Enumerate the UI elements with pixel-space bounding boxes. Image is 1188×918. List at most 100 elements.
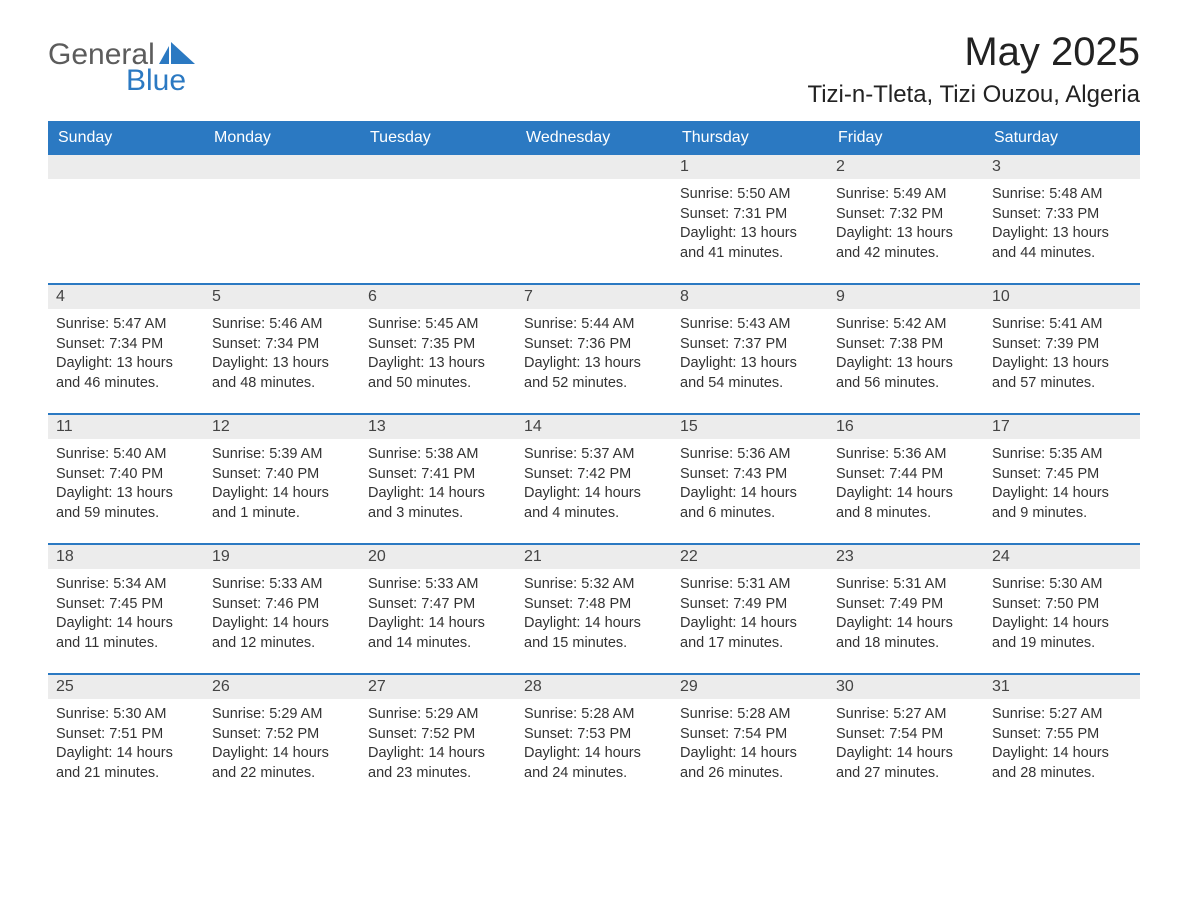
- logo-flag-icon: [159, 42, 195, 64]
- day-cell: 9Sunrise: 5:42 AMSunset: 7:38 PMDaylight…: [828, 285, 984, 413]
- day-body: Sunrise: 5:36 AMSunset: 7:44 PMDaylight:…: [828, 439, 984, 533]
- sunset-line: Sunset: 7:49 PM: [836, 595, 976, 615]
- day-cell: [516, 155, 672, 283]
- sunset-line: Sunset: 7:54 PM: [836, 725, 976, 745]
- day-number: 24: [984, 545, 1140, 569]
- sunset-line: Sunset: 7:37 PM: [680, 335, 820, 355]
- sunset-line: Sunset: 7:44 PM: [836, 465, 976, 485]
- day-number: [48, 155, 204, 179]
- sunset-line: Sunset: 7:54 PM: [680, 725, 820, 745]
- day-body: Sunrise: 5:33 AMSunset: 7:46 PMDaylight:…: [204, 569, 360, 663]
- day-body: Sunrise: 5:47 AMSunset: 7:34 PMDaylight:…: [48, 309, 204, 403]
- week-row: 1Sunrise: 5:50 AMSunset: 7:31 PMDaylight…: [48, 155, 1140, 283]
- day-number: 12: [204, 415, 360, 439]
- daylight-line: Daylight: 13 hours and 59 minutes.: [56, 484, 196, 523]
- day-cell: 21Sunrise: 5:32 AMSunset: 7:48 PMDayligh…: [516, 545, 672, 673]
- day-number: 30: [828, 675, 984, 699]
- logo: General Blue: [48, 38, 195, 98]
- calendar: SundayMondayTuesdayWednesdayThursdayFrid…: [48, 121, 1140, 803]
- day-cell: [204, 155, 360, 283]
- sunrise-line: Sunrise: 5:29 AM: [212, 705, 352, 725]
- dow-cell: Wednesday: [516, 121, 672, 155]
- sunset-line: Sunset: 7:49 PM: [680, 595, 820, 615]
- day-body: Sunrise: 5:42 AMSunset: 7:38 PMDaylight:…: [828, 309, 984, 403]
- day-number: 27: [360, 675, 516, 699]
- location-subtitle: Tizi-n-Tleta, Tizi Ouzou, Algeria: [807, 81, 1140, 109]
- sunset-line: Sunset: 7:31 PM: [680, 205, 820, 225]
- sunset-line: Sunset: 7:35 PM: [368, 335, 508, 355]
- sunset-line: Sunset: 7:41 PM: [368, 465, 508, 485]
- sunset-line: Sunset: 7:55 PM: [992, 725, 1132, 745]
- dow-cell: Sunday: [48, 121, 204, 155]
- day-cell: 31Sunrise: 5:27 AMSunset: 7:55 PMDayligh…: [984, 675, 1140, 803]
- sunrise-line: Sunrise: 5:31 AM: [836, 575, 976, 595]
- day-cell: 10Sunrise: 5:41 AMSunset: 7:39 PMDayligh…: [984, 285, 1140, 413]
- daylight-line: Daylight: 14 hours and 17 minutes.: [680, 614, 820, 653]
- sunrise-line: Sunrise: 5:47 AM: [56, 315, 196, 335]
- day-cell: 30Sunrise: 5:27 AMSunset: 7:54 PMDayligh…: [828, 675, 984, 803]
- daylight-line: Daylight: 14 hours and 15 minutes.: [524, 614, 664, 653]
- sunrise-line: Sunrise: 5:46 AM: [212, 315, 352, 335]
- week-row: 25Sunrise: 5:30 AMSunset: 7:51 PMDayligh…: [48, 673, 1140, 803]
- day-body: Sunrise: 5:31 AMSunset: 7:49 PMDaylight:…: [828, 569, 984, 663]
- day-number: 1: [672, 155, 828, 179]
- dow-cell: Saturday: [984, 121, 1140, 155]
- day-body: Sunrise: 5:46 AMSunset: 7:34 PMDaylight:…: [204, 309, 360, 403]
- daylight-line: Daylight: 13 hours and 56 minutes.: [836, 354, 976, 393]
- daylight-line: Daylight: 14 hours and 23 minutes.: [368, 744, 508, 783]
- daylight-line: Daylight: 14 hours and 14 minutes.: [368, 614, 508, 653]
- day-cell: 5Sunrise: 5:46 AMSunset: 7:34 PMDaylight…: [204, 285, 360, 413]
- day-number: 19: [204, 545, 360, 569]
- daylight-line: Daylight: 14 hours and 8 minutes.: [836, 484, 976, 523]
- day-body: Sunrise: 5:31 AMSunset: 7:49 PMDaylight:…: [672, 569, 828, 663]
- day-number: 10: [984, 285, 1140, 309]
- sunrise-line: Sunrise: 5:38 AM: [368, 445, 508, 465]
- day-cell: 6Sunrise: 5:45 AMSunset: 7:35 PMDaylight…: [360, 285, 516, 413]
- day-of-week-header: SundayMondayTuesdayWednesdayThursdayFrid…: [48, 121, 1140, 155]
- day-body: Sunrise: 5:43 AMSunset: 7:37 PMDaylight:…: [672, 309, 828, 403]
- day-body: Sunrise: 5:32 AMSunset: 7:48 PMDaylight:…: [516, 569, 672, 663]
- sunrise-line: Sunrise: 5:35 AM: [992, 445, 1132, 465]
- day-number: 28: [516, 675, 672, 699]
- sunset-line: Sunset: 7:52 PM: [212, 725, 352, 745]
- daylight-line: Daylight: 14 hours and 4 minutes.: [524, 484, 664, 523]
- daylight-line: Daylight: 14 hours and 19 minutes.: [992, 614, 1132, 653]
- sunset-line: Sunset: 7:45 PM: [56, 595, 196, 615]
- day-number: 31: [984, 675, 1140, 699]
- sunrise-line: Sunrise: 5:28 AM: [524, 705, 664, 725]
- daylight-line: Daylight: 13 hours and 48 minutes.: [212, 354, 352, 393]
- sunset-line: Sunset: 7:50 PM: [992, 595, 1132, 615]
- day-number: [204, 155, 360, 179]
- sunrise-line: Sunrise: 5:39 AM: [212, 445, 352, 465]
- day-body: Sunrise: 5:48 AMSunset: 7:33 PMDaylight:…: [984, 179, 1140, 273]
- sunset-line: Sunset: 7:32 PM: [836, 205, 976, 225]
- day-body: Sunrise: 5:37 AMSunset: 7:42 PMDaylight:…: [516, 439, 672, 533]
- day-number: 22: [672, 545, 828, 569]
- day-body: Sunrise: 5:39 AMSunset: 7:40 PMDaylight:…: [204, 439, 360, 533]
- sunset-line: Sunset: 7:42 PM: [524, 465, 664, 485]
- calendar-body: 1Sunrise: 5:50 AMSunset: 7:31 PMDaylight…: [48, 155, 1140, 803]
- day-cell: 14Sunrise: 5:37 AMSunset: 7:42 PMDayligh…: [516, 415, 672, 543]
- sunset-line: Sunset: 7:39 PM: [992, 335, 1132, 355]
- day-cell: 8Sunrise: 5:43 AMSunset: 7:37 PMDaylight…: [672, 285, 828, 413]
- day-number: 25: [48, 675, 204, 699]
- sunrise-line: Sunrise: 5:33 AM: [368, 575, 508, 595]
- sunrise-line: Sunrise: 5:32 AM: [524, 575, 664, 595]
- daylight-line: Daylight: 14 hours and 26 minutes.: [680, 744, 820, 783]
- day-cell: 24Sunrise: 5:30 AMSunset: 7:50 PMDayligh…: [984, 545, 1140, 673]
- day-cell: 13Sunrise: 5:38 AMSunset: 7:41 PMDayligh…: [360, 415, 516, 543]
- day-body: Sunrise: 5:38 AMSunset: 7:41 PMDaylight:…: [360, 439, 516, 533]
- sunrise-line: Sunrise: 5:48 AM: [992, 185, 1132, 205]
- daylight-line: Daylight: 13 hours and 50 minutes.: [368, 354, 508, 393]
- day-cell: 20Sunrise: 5:33 AMSunset: 7:47 PMDayligh…: [360, 545, 516, 673]
- day-number: 4: [48, 285, 204, 309]
- day-number: 15: [672, 415, 828, 439]
- daylight-line: Daylight: 13 hours and 54 minutes.: [680, 354, 820, 393]
- day-cell: [360, 155, 516, 283]
- day-cell: 25Sunrise: 5:30 AMSunset: 7:51 PMDayligh…: [48, 675, 204, 803]
- sunset-line: Sunset: 7:52 PM: [368, 725, 508, 745]
- daylight-line: Daylight: 14 hours and 1 minute.: [212, 484, 352, 523]
- sunset-line: Sunset: 7:38 PM: [836, 335, 976, 355]
- day-body: Sunrise: 5:27 AMSunset: 7:55 PMDaylight:…: [984, 699, 1140, 793]
- sunrise-line: Sunrise: 5:29 AM: [368, 705, 508, 725]
